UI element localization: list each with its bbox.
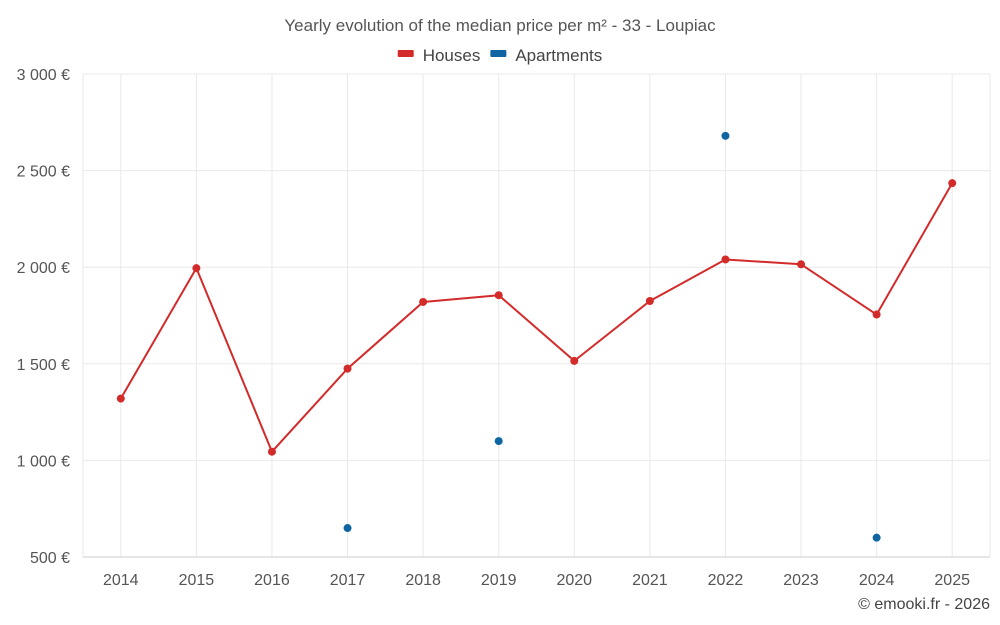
data-point-houses-2018 <box>419 297 428 306</box>
data-point-houses-2023 <box>797 260 806 269</box>
x-tick-label: 2018 <box>405 572 441 589</box>
legend-label: Houses <box>423 46 481 65</box>
y-tick-label: 1 500 € <box>17 357 70 374</box>
legend-item-houses: Houses <box>397 46 481 65</box>
y-tick-label: 2 500 € <box>17 164 70 181</box>
data-point-houses-2025 <box>948 179 957 188</box>
series-apartments <box>343 131 881 542</box>
x-tick-label: 2025 <box>934 572 970 589</box>
legend-swatch <box>490 50 507 57</box>
x-tick-label: 2022 <box>708 572 744 589</box>
data-point-houses-2019 <box>494 291 503 300</box>
data-point-houses-2017 <box>343 364 352 373</box>
x-tick-label: 2014 <box>103 572 139 589</box>
x-tick-label: 2015 <box>179 572 215 589</box>
data-point-houses-2020 <box>570 356 579 365</box>
y-tick-label: 500 € <box>30 550 70 567</box>
data-point-apartments-2019 <box>494 437 503 446</box>
series-line-houses <box>119 182 954 453</box>
x-tick-label: 2016 <box>254 572 290 589</box>
y-tick-label: 2 000 € <box>17 260 70 277</box>
x-tick-label: 2024 <box>859 572 895 589</box>
data-point-houses-2021 <box>645 297 654 306</box>
y-tick-label: 3 000 € <box>17 67 70 84</box>
grid <box>82 73 991 557</box>
data-point-apartments-2017 <box>343 524 352 533</box>
chart-title: Yearly evolution of the median price per… <box>284 16 716 35</box>
data-point-houses-2016 <box>267 447 276 456</box>
data-point-apartments-2024 <box>872 533 881 542</box>
series-houses <box>116 179 957 456</box>
data-point-apartments-2022 <box>721 131 730 140</box>
x-tick-label: 2020 <box>556 572 592 589</box>
data-point-houses-2015 <box>192 264 201 273</box>
series <box>116 131 957 542</box>
x-tick-label: 2021 <box>632 572 668 589</box>
x-tick-label: 2019 <box>481 572 517 589</box>
x-tick-label: 2023 <box>783 572 819 589</box>
x-axis: 2014 2015 2016 2017 2018 2019 2020 2021 2022 2023… <box>83 556 990 589</box>
legend-swatch <box>397 50 414 57</box>
data-point-houses-2022 <box>721 255 730 264</box>
legend: Houses Apartments <box>397 46 602 65</box>
y-tick-label: 1 000 € <box>17 453 70 470</box>
x-tick-label: 2017 <box>330 572 366 589</box>
legend-item-apartments: Apartments <box>490 46 602 65</box>
credit-text: © emooki.fr - 2026 <box>858 596 990 613</box>
y-axis: 500 € 1 000 € 1 500 € 2 000 € 2 500 € 3 000 € <box>17 67 70 567</box>
data-point-houses-2024 <box>872 310 881 319</box>
legend-label: Apartments <box>515 46 602 65</box>
data-point-houses-2014 <box>116 394 125 403</box>
